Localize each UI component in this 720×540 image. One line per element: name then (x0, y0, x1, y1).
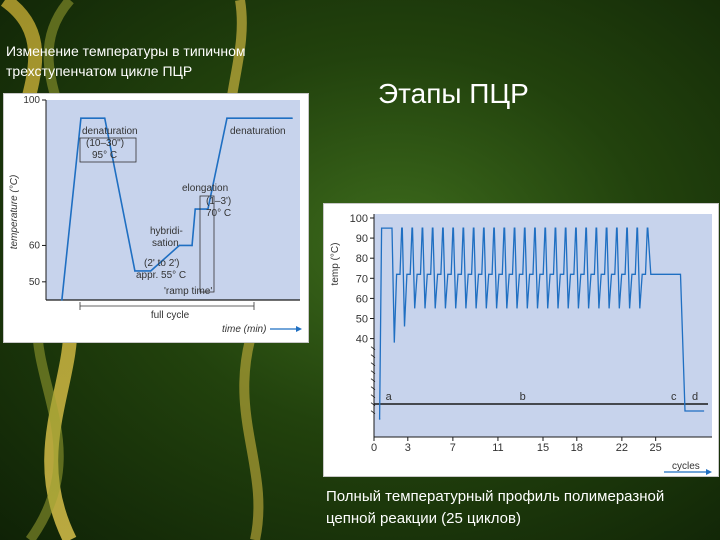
axis-break-mark (370, 402, 376, 406)
cycle-annotation: (10–30") (86, 138, 124, 149)
axis-break-mark (370, 346, 376, 350)
profile-plot-area (374, 214, 712, 437)
profile-y-tick-label: 90 (356, 233, 368, 245)
profile-x-tick-label: 18 (571, 442, 583, 454)
cycle-point (80, 117, 82, 119)
cycle-point (103, 117, 106, 119)
cycle-point (226, 117, 228, 119)
cycle-y-tick-label: 50 (29, 277, 41, 288)
profile-x-tick-label: 15 (537, 442, 549, 454)
cycle-y-tick-label: 100 (23, 95, 40, 106)
caption-bottom: Полный температурный профиль полимеразно… (326, 488, 665, 527)
cycle-point (61, 299, 63, 301)
profile-y-tick-label: 70 (356, 273, 368, 285)
cycle-series-line (61, 117, 293, 301)
cycle-point (134, 270, 136, 272)
cycle-annotation: appr. 55° C (136, 270, 186, 281)
profile-y-tick-label: 60 (356, 293, 368, 305)
cycles-arrow-head (706, 469, 712, 475)
cycle-annotation: hybridi- (150, 226, 183, 237)
axis-break-mark (370, 386, 376, 390)
cycle-annotation: denaturation (230, 126, 286, 137)
phase-label: c (671, 391, 677, 403)
cycle-y-axis-label: temperature (°C) (9, 175, 20, 250)
time-arrow-head (296, 326, 302, 332)
cycle-annotation: denaturation (82, 126, 138, 137)
phase-label: d (692, 391, 698, 403)
profile-series-line (378, 227, 705, 420)
cycle-y-tick-label: 60 (29, 240, 41, 251)
caption-top: Изменение температуры в типичном трехсту… (6, 43, 246, 79)
cycle-annotation: 70° C (206, 208, 231, 219)
cycle-plot-area (46, 100, 300, 300)
cycle-annotation: elongation (182, 183, 228, 194)
phase-label: b (520, 391, 526, 403)
cycle-point (257, 117, 260, 119)
profile-x-tick-label: 22 (616, 442, 628, 454)
cycle-point (149, 270, 152, 272)
profile-x-tick-label: 11 (492, 442, 503, 454)
axis-break-mark (370, 354, 376, 358)
axis-break-mark (370, 362, 376, 366)
denaturation-bracket (79, 137, 137, 163)
profile-y-tick-label: 40 (356, 334, 368, 346)
cycle-point (291, 117, 293, 119)
axis-break-mark (370, 378, 376, 382)
phase-label: a (386, 391, 393, 403)
profile-chart: 40 50 60 70 80 90 100 0 3 7 11 15 18 22 25 a b c d temp (… (330, 213, 712, 475)
profile-start-point (378, 418, 381, 420)
cycle-annotation: 95° C (92, 150, 117, 161)
cycle-point (191, 244, 193, 247)
profile-x-tick-label: 3 (405, 442, 411, 454)
slide-title: Этапы ПЦР (378, 78, 529, 109)
cycle-point (178, 244, 181, 247)
profile-chart-panel: 40 50 60 70 80 90 100 0 3 7 11 15 18 22 25 a b c d temp (… (324, 204, 718, 476)
cycle-annotation: sation (152, 238, 179, 249)
profile-y-tick-label: 80 (356, 253, 368, 265)
cycle-x-axis-label: time (min) (222, 324, 266, 335)
axis-break-mark (370, 370, 376, 374)
axis-break-mark (370, 410, 376, 414)
ramp-bracket (199, 195, 215, 293)
profile-y-tick-label: 50 (356, 314, 368, 326)
profile-x-axis-label: cycles (672, 461, 700, 472)
profile-y-axis-label: temp (°C) (330, 243, 341, 286)
profile-x-tick-label: 0 (371, 442, 377, 454)
profile-y-tick-label: 100 (350, 213, 368, 225)
axis-break-mark (370, 394, 376, 398)
cycle-annotation: (1–3') (206, 196, 231, 207)
cycle-annotation: full cycle (151, 310, 190, 321)
cycle-point (207, 208, 209, 210)
cycle-annotation: 'ramp time' (164, 286, 212, 297)
profile-x-tick-label: 7 (450, 442, 456, 454)
cycle-point (194, 208, 197, 210)
profile-x-tick-label: 25 (650, 442, 662, 454)
cycle-annotation: (2' to 2') (144, 258, 180, 269)
